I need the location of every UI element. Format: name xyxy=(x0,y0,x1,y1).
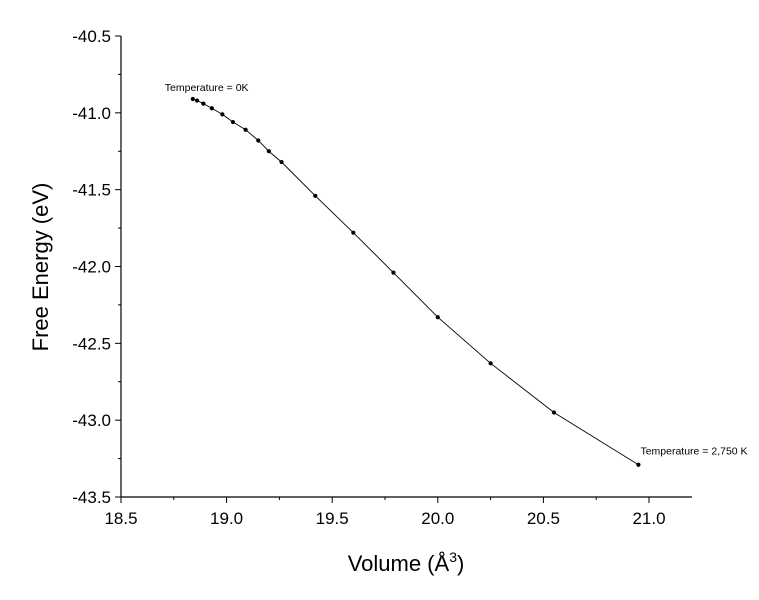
data-point xyxy=(256,138,261,143)
y-axis-title: Free Energy (eV) xyxy=(28,183,53,352)
x-tick-label: 21.0 xyxy=(632,509,665,528)
tick-labels: -40.5 -41.0 -41.5 -42.0 -42.5 -43.0 -43.5 18.5 1… xyxy=(72,27,665,528)
y-tick-label: -41.0 xyxy=(72,104,111,123)
x-tick-label: 19.5 xyxy=(316,509,349,528)
data-point xyxy=(279,159,284,165)
x-axis-title-superscript: 3 xyxy=(449,549,457,565)
x-tick-label: 20.5 xyxy=(527,509,560,528)
data-point xyxy=(243,127,248,132)
y-tick-label: -40.5 xyxy=(72,27,111,46)
y-tick-label: -42.5 xyxy=(72,334,111,353)
data-point xyxy=(266,149,271,154)
y-tick-label: -43.5 xyxy=(72,488,111,507)
data-point xyxy=(190,96,195,102)
data-point xyxy=(351,230,356,235)
annotation-label: Temperature = 0K xyxy=(165,82,249,94)
y-tick-label: -43.0 xyxy=(72,411,111,430)
y-tick-label: -42.0 xyxy=(72,258,111,277)
tick-marks xyxy=(115,35,650,503)
data-point xyxy=(230,119,236,125)
data-point xyxy=(201,101,206,106)
data-point xyxy=(551,410,557,415)
x-axis-title: Volume (Å3) xyxy=(348,549,465,576)
x-tick-label: 18.5 xyxy=(104,509,137,528)
x-axis-title-close: ) xyxy=(457,551,464,576)
data-points xyxy=(190,96,641,467)
free-energy-line xyxy=(192,98,639,466)
data-point xyxy=(194,98,200,103)
x-axis-title-text: Volume (Å xyxy=(348,551,450,576)
data-point xyxy=(488,361,493,366)
y-tick-label: -41.5 xyxy=(72,181,111,200)
data-point xyxy=(636,462,641,467)
data-point xyxy=(435,315,440,320)
annotations: Temperature = 0K Temperature = 2,750 K xyxy=(165,82,748,458)
data-point xyxy=(391,270,396,275)
data-point xyxy=(209,106,214,111)
x-tick-label: 20.0 xyxy=(421,509,454,528)
x-tick-label: 19.0 xyxy=(210,509,243,528)
data-point xyxy=(220,112,225,117)
annotation-label: Temperature = 2,750 K xyxy=(640,446,747,458)
data-point xyxy=(313,193,318,198)
